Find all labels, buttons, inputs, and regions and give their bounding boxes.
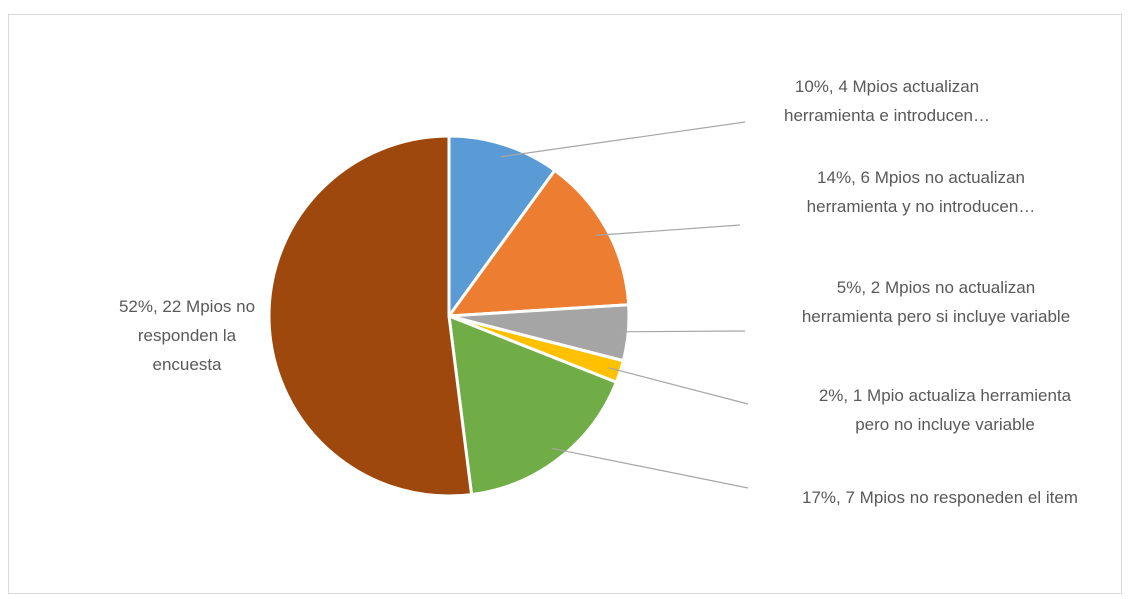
data-label-line: responden la	[138, 326, 237, 345]
pie-slice	[447, 168, 631, 318]
leader-line	[595, 224, 741, 236]
data-label-line: encuesta	[153, 355, 223, 374]
data-label: 5%, 2 Mpios no actualizan herramienta per…	[802, 278, 1070, 326]
data-label-line: 10%, 4 Mpios actualizan	[795, 77, 979, 96]
data-label-line: 2%, 1 Mpio actualiza herramienta	[819, 386, 1072, 405]
data-label-line: 14%, 6 Mpios no actualizan	[817, 168, 1025, 187]
leader-line	[608, 367, 749, 405]
data-label: 52%, 22 Mpios no responden la encuesta	[119, 297, 255, 374]
leader-line	[551, 447, 749, 489]
data-label-line: herramienta e introducen…	[784, 106, 990, 125]
data-label-line: pero no incluye variable	[855, 415, 1035, 434]
data-label-line: 52%, 22 Mpios no	[119, 297, 255, 316]
pie-slices	[267, 134, 631, 498]
data-label: 14%, 6 Mpios no actualizan herramienta y …	[807, 168, 1036, 216]
data-label: 17%, 7 Mpios no responeden el item	[802, 488, 1078, 507]
data-labels: 10%, 4 Mpios actualizan herramienta e int…	[119, 77, 1078, 507]
data-label: 10%, 4 Mpios actualizan herramienta e int…	[784, 77, 990, 125]
data-label-line: 17%, 7 Mpios no responeden el item	[802, 488, 1078, 507]
leader-line	[615, 330, 746, 333]
pie-slice	[447, 134, 557, 318]
data-label: 2%, 1 Mpio actualiza herramienta pero no …	[819, 386, 1072, 434]
leader-lines	[500, 121, 749, 489]
pie-slice	[267, 134, 474, 498]
data-label-line: herramienta pero si incluye variable	[802, 307, 1070, 326]
data-label-line: 5%, 2 Mpios no actualizan	[837, 278, 1035, 297]
pie-slice	[447, 314, 618, 497]
data-label-line: herramienta y no introducen…	[807, 197, 1036, 216]
leader-line	[500, 121, 746, 158]
